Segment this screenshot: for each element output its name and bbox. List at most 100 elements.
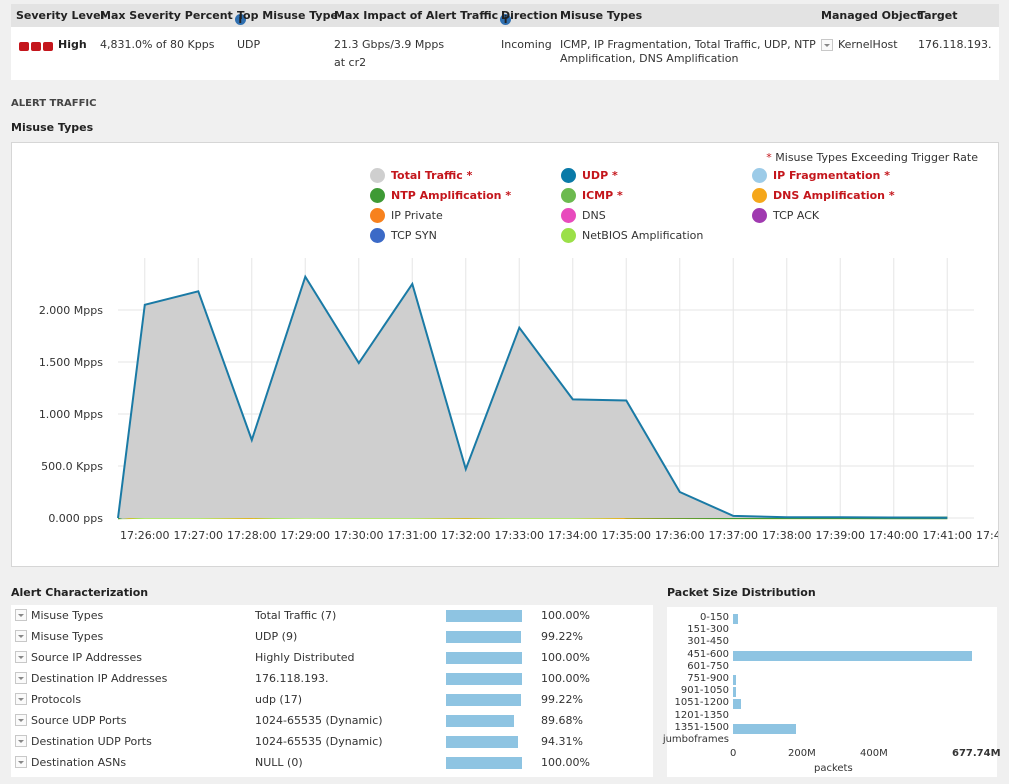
characterization-percent: 100.00% [541, 756, 590, 769]
packet-size-bucket-label: jumboframes [662, 734, 729, 745]
expand-dropdown-icon[interactable] [15, 651, 27, 663]
legend-label: TCP SYN [391, 229, 437, 242]
legend-label: DNS [582, 209, 606, 222]
characterization-row[interactable]: Destination IP Addresses 176.118.193. 100.… [11, 668, 653, 689]
percent-bar [446, 631, 522, 643]
packet-size-heading: Packet Size Distribution [667, 586, 816, 599]
misuse-types-value-cont: Amplification, DNS Amplification [560, 52, 739, 65]
legend-color-swatch [561, 188, 576, 203]
expand-dropdown-icon[interactable] [15, 609, 27, 621]
characterization-percent: 100.00% [541, 651, 590, 664]
packet-size-bucket-label: 301-450 [687, 636, 729, 648]
x-tick-label: 17:38:00 [762, 529, 811, 542]
series-line [117, 274, 948, 519]
severity-indicator [19, 41, 55, 54]
legend-label: Total Traffic * [391, 169, 473, 182]
legend-color-swatch [561, 208, 576, 223]
characterization-value: 176.118.193. [255, 672, 329, 685]
expand-dropdown-icon[interactable] [15, 672, 27, 684]
characterization-name: Destination IP Addresses [31, 672, 168, 685]
characterization-value: UDP (9) [255, 630, 298, 643]
x-tick-label: 17:26:00 [120, 529, 169, 542]
legend-color-swatch [370, 228, 385, 243]
characterization-row[interactable]: Destination ASNs NULL (0) 100.00% [11, 752, 653, 773]
packet-size-bucket-label: 751-900 [687, 673, 729, 684]
max-impact-router: at cr2 [334, 56, 367, 69]
legend-color-swatch [370, 188, 385, 203]
header-max-severity-percent[interactable]: Max Severity Percent i [100, 9, 246, 25]
max-impact-value: 21.3 Gbps/3.9 Mpps [334, 38, 445, 51]
characterization-row[interactable]: Source IP Addresses Highly Distributed 100… [11, 647, 653, 668]
expand-dropdown-icon[interactable] [15, 756, 27, 768]
max-severity-percent-value: 4,831.0% of 80 Kpps [100, 38, 215, 51]
x-tick-label: 17:37:00 [709, 529, 758, 542]
legend-note: * Misuse Types Exceeding Trigger Rate [766, 151, 978, 164]
packet-size-bucket-label: 151-300 [687, 624, 729, 636]
target-value[interactable]: 176.118.193. [918, 38, 992, 51]
summary-header-row: Severity Level Max Severity Percent i Top… [11, 4, 999, 27]
characterization-value: NULL (0) [255, 756, 303, 769]
legend-color-swatch [561, 168, 576, 183]
characterization-row[interactable]: Destination UDP Ports 1024-65535 (Dynamic… [11, 731, 653, 752]
percent-bar [446, 652, 522, 664]
characterization-name: Protocols [31, 693, 82, 706]
x-tick-label: 17:35:00 [602, 529, 651, 542]
header-severity-level[interactable]: Severity Level [16, 9, 105, 22]
info-icon[interactable]: i [500, 14, 512, 25]
header-misuse-types[interactable]: Misuse Types [560, 9, 643, 22]
packet-size-bucket-label: 901-1050 [680, 685, 729, 697]
packet-size-bucket-label: 1051-1200 [674, 697, 729, 709]
characterization-name: Source UDP Ports [31, 714, 127, 727]
misuse-types-chart-panel: * Misuse Types Exceeding Trigger Rate To… [11, 142, 999, 567]
packet-size-bar [733, 723, 796, 734]
characterization-row[interactable]: Misuse Types UDP (9) 99.22% [11, 626, 653, 647]
managed-object-value[interactable]: KernelHost [838, 38, 898, 51]
x-tick-label: 17:42:00 [976, 529, 998, 542]
packet-size-x-tick: 677.74M [952, 748, 1001, 759]
packet-size-x-label: packets [814, 763, 853, 774]
header-managed-object[interactable]: Managed Object [821, 9, 922, 22]
x-tick-label: 17:28:00 [227, 529, 276, 542]
alert-characterization-table: Misuse Types Total Traffic (7) 100.00% Misu… [11, 605, 653, 777]
info-icon[interactable]: i [234, 14, 246, 25]
characterization-row[interactable]: Misuse Types Total Traffic (7) 100.00% [11, 605, 653, 626]
alert-summary-table: Severity Level Max Severity Percent i Top… [11, 4, 999, 80]
percent-bar [446, 736, 518, 748]
legend-color-swatch [752, 168, 767, 183]
packet-size-bar [733, 687, 736, 698]
packet-size-x-tick: 0 [730, 748, 737, 759]
characterization-percent: 99.22% [541, 693, 583, 706]
packet-size-bar [733, 675, 736, 685]
percent-bar [446, 610, 522, 622]
x-tick-label: 17:40:00 [869, 529, 918, 542]
expand-dropdown-icon[interactable] [15, 630, 27, 642]
legend-label: NetBIOS Amplification [582, 229, 704, 242]
header-top-misuse-type[interactable]: Top Misuse Type [237, 9, 338, 22]
severity-level-value: High [58, 38, 87, 51]
x-tick-label: 17:32:00 [441, 529, 490, 542]
characterization-percent: 99.22% [541, 630, 583, 643]
managed-object-dropdown-icon[interactable] [821, 38, 833, 53]
characterization-name: Destination UDP Ports [31, 735, 152, 748]
packet-size-bucket-label: 451-600 [687, 648, 729, 660]
characterization-percent: 89.68% [541, 714, 583, 727]
y-tick-label: 0.000 pps [48, 512, 103, 525]
expand-dropdown-icon[interactable] [15, 693, 27, 705]
characterization-row[interactable]: Protocols udp (17) 99.22% [11, 689, 653, 710]
characterization-row[interactable]: Source UDP Ports 1024-65535 (Dynamic) 89.6… [11, 710, 653, 731]
legend-label: IP Fragmentation * [773, 169, 890, 182]
packet-size-x-tick: 400M [860, 748, 888, 759]
packet-size-x-tick: 200M [788, 748, 816, 759]
percent-bar [446, 715, 515, 727]
expand-dropdown-icon[interactable] [15, 714, 27, 726]
characterization-name: Misuse Types [31, 630, 104, 643]
alert-traffic-heading: ALERT TRAFFIC [11, 98, 97, 109]
expand-dropdown-icon[interactable] [15, 735, 27, 747]
header-direction[interactable]: Direction [501, 9, 558, 22]
x-tick-label: 17:29:00 [281, 529, 330, 542]
legend-color-swatch [561, 228, 576, 243]
header-target[interactable]: Target [918, 9, 958, 22]
header-max-impact[interactable]: Max Impact of Alert Traffic i [334, 9, 512, 25]
characterization-percent: 100.00% [541, 609, 590, 622]
direction-value: Incoming [501, 38, 552, 51]
